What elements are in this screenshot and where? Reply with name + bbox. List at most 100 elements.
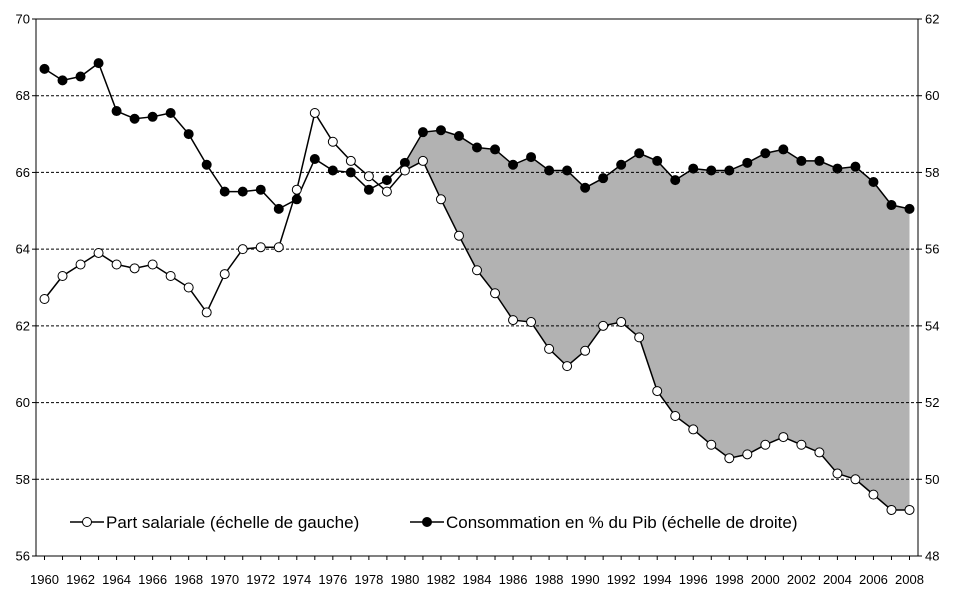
point-consommation xyxy=(868,177,879,188)
point-part-salariale xyxy=(147,259,158,270)
point-part-salariale xyxy=(868,489,879,500)
right-tick-label: 60 xyxy=(925,88,939,103)
x-tick-label: 2002 xyxy=(787,572,816,587)
point-consommation xyxy=(778,144,789,155)
left-tick-label: 56 xyxy=(16,549,30,564)
point-consommation xyxy=(57,75,68,86)
point-consommation xyxy=(93,58,104,69)
point-part-salariale xyxy=(652,386,663,397)
x-tick-label: 1970 xyxy=(210,572,239,587)
point-consommation xyxy=(526,152,537,163)
point-consommation xyxy=(327,165,338,176)
x-tick-label: 1978 xyxy=(354,572,383,587)
point-part-salariale xyxy=(796,439,807,450)
point-consommation xyxy=(760,148,771,159)
point-part-salariale xyxy=(490,288,501,299)
point-part-salariale xyxy=(165,270,176,281)
legend: Part salariale (échelle de gauche) Conso… xyxy=(70,513,798,532)
right-tick-label: 48 xyxy=(925,549,939,564)
point-part-salariale xyxy=(688,424,699,435)
point-part-salariale xyxy=(201,307,212,318)
point-part-salariale xyxy=(850,474,861,485)
point-consommation xyxy=(273,203,284,214)
right-tick-label: 62 xyxy=(925,12,939,27)
x-tick-label: 1984 xyxy=(463,572,492,587)
point-consommation xyxy=(490,144,501,155)
point-part-salariale xyxy=(886,504,897,515)
point-part-salariale xyxy=(381,186,392,197)
right-tick-label: 54 xyxy=(925,318,939,333)
shaded-gap-area xyxy=(398,130,910,510)
point-consommation xyxy=(850,161,861,172)
x-tick-label: 1972 xyxy=(246,572,275,587)
point-consommation xyxy=(237,186,248,197)
point-part-salariale xyxy=(183,282,194,293)
point-consommation xyxy=(580,182,591,193)
right-tick-label: 58 xyxy=(925,165,939,180)
point-consommation xyxy=(544,165,555,176)
x-tick-label: 2008 xyxy=(895,572,924,587)
point-consommation xyxy=(309,154,320,165)
point-consommation xyxy=(363,184,374,195)
series-markers xyxy=(39,58,915,515)
axis-ticks: 56 58 60 62 64 66 68 70 48 50 52 54 56 58 60 62 1960 1962… xyxy=(16,12,940,588)
point-part-salariale xyxy=(57,270,68,281)
point-consommation xyxy=(562,165,573,176)
legend-label-part-salariale: Part salariale (échelle de gauche) xyxy=(106,513,359,532)
point-consommation xyxy=(39,63,50,74)
point-consommation xyxy=(201,159,212,170)
point-consommation xyxy=(742,157,753,168)
point-part-salariale xyxy=(435,194,446,205)
point-consommation xyxy=(75,71,86,82)
x-tick-label: 1960 xyxy=(30,572,59,587)
x-tick-label: 1966 xyxy=(138,572,167,587)
point-part-salariale xyxy=(472,265,482,276)
x-tick-label: 1980 xyxy=(390,572,419,587)
point-part-salariale xyxy=(760,439,771,450)
x-tick-label: 1998 xyxy=(715,572,744,587)
point-consommation xyxy=(814,155,825,166)
x-tick-label: 1968 xyxy=(174,572,203,587)
x-tick-label: 2006 xyxy=(859,572,888,587)
point-part-salariale xyxy=(399,165,410,176)
point-part-salariale xyxy=(39,294,50,305)
gridlines xyxy=(36,95,918,480)
point-part-salariale xyxy=(453,230,464,241)
point-part-salariale xyxy=(417,155,428,166)
point-part-salariale xyxy=(75,259,86,270)
legend-label-consommation: Consommation en % du Pib (échelle de dro… xyxy=(446,513,798,532)
point-part-salariale xyxy=(273,242,284,253)
left-tick-label: 62 xyxy=(16,318,30,333)
left-tick-label: 70 xyxy=(16,12,30,27)
legend-marker-consommation xyxy=(422,517,432,527)
x-tick-label: 1992 xyxy=(607,572,636,587)
point-consommation xyxy=(598,173,609,184)
point-part-salariale xyxy=(616,317,627,328)
point-part-salariale xyxy=(129,263,140,274)
point-part-salariale xyxy=(237,244,248,255)
point-part-salariale xyxy=(724,453,735,464)
left-tick-label: 66 xyxy=(16,165,30,180)
right-tick-label: 50 xyxy=(925,472,939,487)
point-consommation xyxy=(165,107,176,118)
point-consommation xyxy=(886,200,897,211)
point-consommation xyxy=(796,155,807,166)
point-part-salariale xyxy=(309,107,320,118)
left-tick-label: 58 xyxy=(16,472,30,487)
point-part-salariale xyxy=(814,447,825,458)
point-part-salariale xyxy=(778,432,789,443)
point-consommation xyxy=(417,127,428,138)
point-part-salariale xyxy=(93,247,104,258)
point-consommation xyxy=(111,106,122,117)
x-tick-label: 1990 xyxy=(571,572,600,587)
right-tick-label: 52 xyxy=(925,395,939,410)
point-consommation xyxy=(219,186,230,197)
point-consommation xyxy=(453,130,464,141)
point-consommation xyxy=(255,184,266,195)
point-part-salariale xyxy=(580,345,591,356)
point-part-salariale xyxy=(291,184,302,195)
point-consommation xyxy=(183,129,194,140)
x-tick-label: 1974 xyxy=(282,572,311,587)
point-consommation xyxy=(291,194,302,205)
x-tick-label: 1988 xyxy=(535,572,564,587)
